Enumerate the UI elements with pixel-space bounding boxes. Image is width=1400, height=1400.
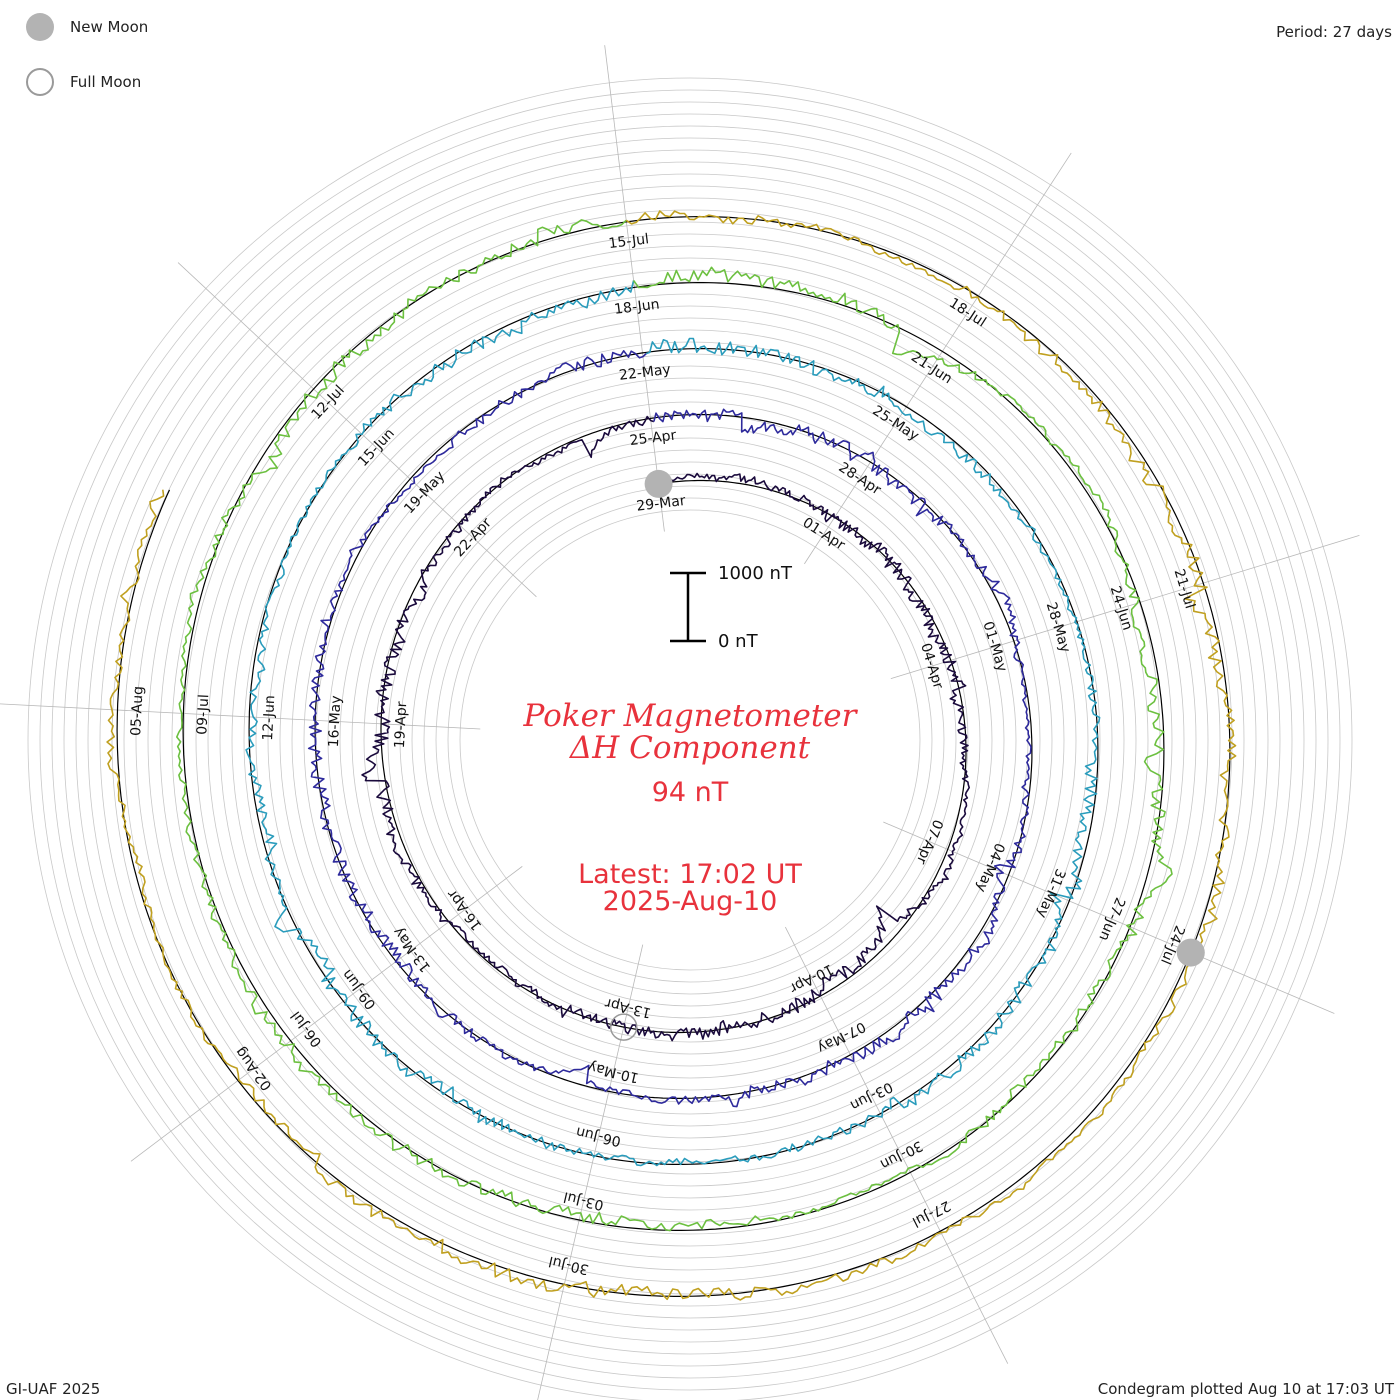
grid-ring: [123, 173, 1257, 1307]
date-label: 07-May: [815, 1018, 868, 1056]
date-label: 31-May: [1033, 866, 1068, 920]
grid-ring: [255, 305, 1125, 1175]
moon-markers: [609, 469, 1205, 1041]
date-label: 30-Jun: [877, 1137, 925, 1172]
date-label: 27-Jul: [910, 1197, 953, 1230]
date-label: 02-Aug: [232, 1044, 275, 1093]
date-label: 18-Jul: [946, 295, 989, 331]
grid-ring: [171, 221, 1209, 1259]
full-moon-marker: [609, 1013, 638, 1041]
grid-ring: [39, 89, 1341, 1391]
grid-ring: [219, 269, 1161, 1211]
grid-ring: [435, 485, 945, 995]
grid-ring: [87, 137, 1293, 1343]
trace-revolution-4: [176, 219, 1173, 1232]
grid-ring: [63, 113, 1317, 1367]
grid-ring: [195, 245, 1185, 1235]
scale-bottom-label: 0 nT: [718, 631, 758, 652]
grid-ring: [375, 425, 1005, 1055]
grid-ring: [363, 413, 1017, 1067]
grid-ring: [51, 101, 1329, 1379]
date-label: 01-May: [979, 620, 1009, 674]
date-label: 15-Jul: [608, 231, 650, 252]
date-label: 27-Jun: [1095, 895, 1128, 943]
date-label: 29-Mar: [636, 493, 687, 515]
scale-bar: [670, 571, 706, 643]
date-label: 09-Jul: [194, 694, 212, 735]
grid-ring: [279, 329, 1101, 1151]
grid-ring: [387, 437, 993, 1043]
latest-date: 2025-Aug-10: [602, 886, 778, 917]
spoke-line: [177, 262, 537, 598]
new-moon-marker: [1176, 938, 1205, 967]
trace-revolution-3: [245, 280, 1101, 1167]
spoke-line: [804, 152, 1072, 565]
date-label: 28-May: [1043, 600, 1073, 654]
new-moon-label: New Moon: [70, 18, 149, 36]
trace-revolution-2: [307, 350, 1032, 1108]
data-traces: [106, 210, 1237, 1301]
trace-revolution-5: [106, 210, 1237, 1301]
date-label: 22-Apr: [451, 515, 495, 560]
period-label: Period: 27 days: [1276, 23, 1392, 41]
grid-ring: [147, 197, 1233, 1283]
plotted-timestamp: Condegram plotted Aug 10 at 17:03 UT: [1097, 1380, 1394, 1398]
spoke-line: [130, 866, 523, 1162]
spoke-line: [883, 821, 1335, 1014]
spoke-line: [784, 926, 1009, 1364]
chart-subtitle: ΔH Component: [569, 730, 811, 766]
chart-title: Poker Magnetometer: [523, 698, 857, 734]
credit-label: GI-UAF 2025: [6, 1380, 101, 1398]
date-label: 25-Apr: [629, 427, 678, 449]
grid-ring: [447, 497, 933, 983]
full-moon-label: Full Moon: [70, 73, 142, 91]
spoke-line: [890, 534, 1360, 679]
grid-ring: [303, 353, 1077, 1127]
trace-revolution-1: [361, 415, 970, 1042]
date-label: 19-Apr: [392, 701, 410, 749]
grid-ring: [111, 161, 1269, 1319]
date-label: 16-May: [326, 695, 345, 748]
full-moon-icon: [26, 68, 54, 96]
grid-ring: [99, 149, 1281, 1331]
grid-ring: [459, 509, 921, 971]
grid-ring: [75, 125, 1305, 1355]
date-label: 04-May: [973, 840, 1008, 894]
legend-new-moon: New Moon: [26, 13, 148, 41]
spoke-line: [0, 703, 481, 730]
grid-ring: [411, 461, 969, 1019]
date-label: 18-Jun: [613, 296, 660, 317]
grid-ring: [207, 257, 1173, 1223]
date-label: 05-Aug: [128, 686, 147, 737]
grid-ring: [243, 293, 1137, 1187]
date-label: 24-Jun: [1107, 584, 1136, 632]
grid-ring: [183, 233, 1197, 1247]
day-spokes: [0, 45, 1360, 1400]
grid-ring: [159, 209, 1221, 1271]
grid-ring: [399, 449, 981, 1031]
grid-ring: [291, 341, 1089, 1139]
date-label: 15-Jun: [355, 426, 398, 470]
spoke-line: [604, 45, 665, 532]
scale-top-label: 1000 nT: [718, 563, 792, 584]
new-moon-marker: [644, 469, 673, 498]
legend-full-moon: Full Moon: [26, 68, 141, 96]
grid-ring: [27, 77, 1353, 1400]
date-label: 25-May: [869, 403, 921, 445]
date-label: 12-Jun: [260, 695, 278, 741]
grid-ring: [339, 389, 1041, 1091]
date-label: 22-May: [618, 362, 671, 384]
new-moon-icon: [26, 13, 54, 41]
current-value: 94 nT: [651, 777, 729, 808]
latest-time: Latest: 17:02 UT: [578, 859, 802, 890]
